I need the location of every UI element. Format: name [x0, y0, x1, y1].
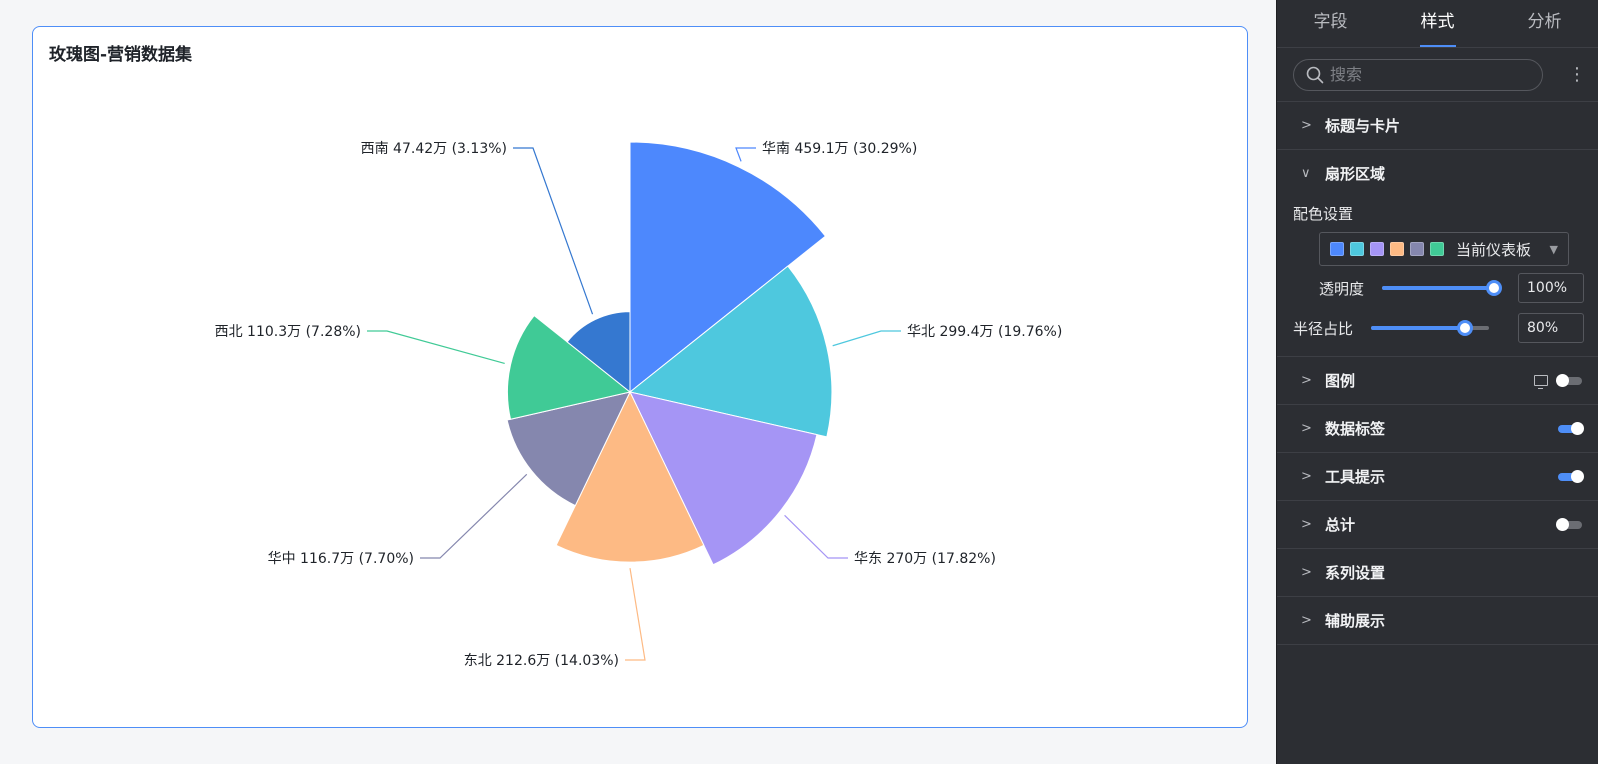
- tab-fields[interactable]: 字段: [1313, 12, 1348, 32]
- tab-analysis[interactable]: 分析: [1527, 12, 1562, 32]
- radius-slider-handle[interactable]: [1457, 320, 1474, 336]
- chevron-right-icon: >: [1301, 373, 1312, 388]
- data-labels-toggle[interactable]: [1558, 421, 1584, 435]
- rose-slice-4[interactable]: [506, 391, 631, 507]
- data-label-2: 华东 270万 (17.82%): [854, 551, 996, 567]
- chevron-right-icon: >: [1301, 421, 1312, 436]
- data-label-1: 华北 299.4万 (19.76%): [907, 324, 1062, 340]
- label-leader-line-3: [625, 568, 646, 661]
- chart-card: 玫瑰图-营销数据集 华南 459.1万 (30.29%) 华北 299.4万 (1…: [32, 26, 1248, 728]
- section-legend: > 图例: [1277, 357, 1598, 405]
- section-tooltip-header[interactable]: > 工具提示: [1277, 453, 1598, 500]
- color-settings-label: 配色设置: [1293, 205, 1354, 223]
- search-row: ⋮: [1277, 48, 1598, 102]
- palette-swatch: [1390, 242, 1404, 256]
- section-title: 扇形区域: [1325, 165, 1386, 183]
- opacity-row: 透明度 100%: [1277, 268, 1598, 308]
- rose-slice-1[interactable]: [628, 265, 833, 438]
- rose-slice-3[interactable]: [555, 390, 705, 563]
- section-total: > 总计: [1277, 501, 1598, 549]
- radius-slider-fill: [1371, 326, 1466, 330]
- palette-swatch: [1370, 242, 1384, 256]
- section-sector-area: ∨ 扇形区域 配色设置 当前仪表板 ▼ 透明度 100% 半径占比: [1277, 150, 1598, 357]
- radius-row: 半径占比 80%: [1277, 308, 1598, 348]
- palette-swatch: [1350, 242, 1364, 256]
- chevron-right-icon: >: [1301, 517, 1312, 532]
- section-auxiliary: > 辅助展示: [1277, 597, 1598, 645]
- rose-slice-2[interactable]: [629, 391, 818, 566]
- palette-swatch: [1410, 242, 1424, 256]
- chevron-down-icon: ∨: [1301, 166, 1311, 181]
- palette-name: 当前仪表板: [1456, 240, 1532, 259]
- section-total-header[interactable]: > 总计: [1277, 501, 1598, 548]
- section-title: 图例: [1325, 372, 1356, 390]
- panel-tabs: 字段 样式 分析: [1277, 0, 1598, 48]
- chevron-right-icon: >: [1301, 118, 1312, 133]
- label-leader-line-2: [784, 514, 848, 559]
- opacity-value[interactable]: 100%: [1518, 273, 1584, 303]
- search-input[interactable]: [1330, 65, 1530, 84]
- data-label-4: 华中 116.7万 (7.70%): [268, 551, 414, 567]
- radius-label: 半径占比: [1293, 319, 1354, 338]
- palette-swatch: [1330, 242, 1344, 256]
- radius-value[interactable]: 80%: [1518, 313, 1584, 343]
- legend-toggle[interactable]: [1556, 373, 1582, 387]
- label-leader-line-5: [367, 330, 505, 364]
- tab-style[interactable]: 样式: [1384, 0, 1491, 47]
- rose-chart: 华南 459.1万 (30.29%) 华北 299.4万 (19.76%) 华东 2…: [215, 141, 1063, 669]
- opacity-slider-handle[interactable]: [1486, 280, 1503, 296]
- rose-slice-6[interactable]: [566, 311, 631, 394]
- section-data-labels: > 数据标签: [1277, 405, 1598, 453]
- section-title: 系列设置: [1325, 564, 1386, 582]
- section-data-labels-header[interactable]: > 数据标签: [1277, 405, 1598, 452]
- section-title: 数据标签: [1325, 420, 1386, 438]
- rose-slice-0[interactable]: [629, 141, 827, 394]
- section-series-settings: > 系列设置: [1277, 549, 1598, 597]
- label-leader-line-4: [420, 473, 528, 559]
- data-label-0: 华南 459.1万 (30.29%): [762, 141, 917, 157]
- chevron-right-icon: >: [1301, 613, 1312, 628]
- data-label-5: 西北 110.3万 (7.28%): [215, 324, 361, 340]
- section-auxiliary-header[interactable]: > 辅助展示: [1277, 597, 1598, 644]
- section-title: 辅助展示: [1325, 612, 1386, 630]
- section-title-card: > 标题与卡片: [1277, 102, 1598, 150]
- data-label-6: 西南 47.42万 (3.13%): [361, 141, 507, 157]
- chevron-right-icon: >: [1301, 469, 1312, 484]
- opacity-label: 透明度: [1319, 279, 1365, 298]
- palette-select[interactable]: 当前仪表板 ▼: [1319, 232, 1569, 266]
- section-title: 工具提示: [1325, 468, 1386, 486]
- opacity-slider-fill: [1382, 286, 1495, 290]
- monitor-icon[interactable]: [1534, 375, 1548, 389]
- search-icon: [1306, 66, 1324, 83]
- section-legend-header[interactable]: > 图例: [1277, 357, 1598, 404]
- section-tooltip: > 工具提示: [1277, 453, 1598, 501]
- style-panel: 字段 样式 分析 ⋮ > 标题与卡片 ∨ 扇形区域 配色设置: [1276, 0, 1598, 764]
- opacity-slider[interactable]: [1382, 280, 1503, 296]
- caret-down-icon: ▼: [1549, 242, 1558, 256]
- radius-slider[interactable]: [1371, 320, 1490, 336]
- rose-slice-5[interactable]: [506, 314, 632, 420]
- section-title: 总计: [1325, 516, 1356, 534]
- search-box[interactable]: [1293, 58, 1543, 91]
- label-leader-line-6: [513, 147, 594, 315]
- chart-title: 玫瑰图-营销数据集: [49, 45, 193, 65]
- section-title-card-header[interactable]: > 标题与卡片: [1277, 102, 1598, 149]
- data-label-3: 东北 212.6万 (14.03%): [464, 653, 619, 669]
- section-title: 标题与卡片: [1325, 117, 1401, 135]
- section-series-settings-header[interactable]: > 系列设置: [1277, 549, 1598, 596]
- total-toggle[interactable]: [1556, 517, 1582, 531]
- tooltip-toggle[interactable]: [1558, 469, 1584, 483]
- chevron-right-icon: >: [1301, 565, 1312, 580]
- more-options-icon[interactable]: ⋮: [1568, 64, 1586, 85]
- section-sector-area-header[interactable]: ∨ 扇形区域: [1277, 150, 1598, 197]
- label-leader-line-0: [735, 147, 756, 162]
- palette-swatch: [1430, 242, 1444, 256]
- label-leader-line-1: [832, 330, 901, 347]
